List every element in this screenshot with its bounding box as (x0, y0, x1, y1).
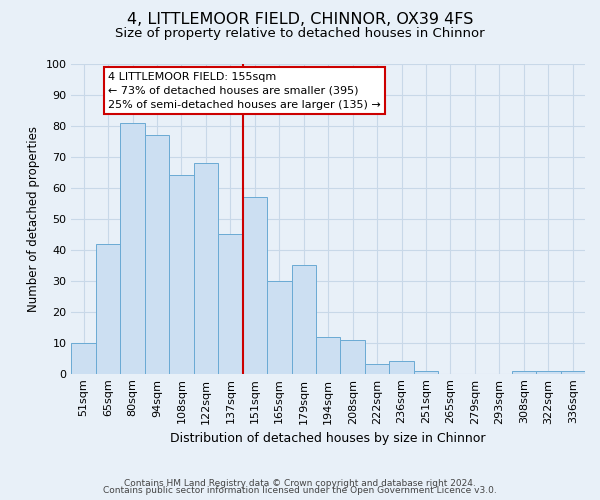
Bar (365, 364, 389, 374)
Bar (96, 244, 121, 374)
Bar (242, 197, 267, 374)
Text: 4 LITTLEMOOR FIELD: 155sqm
← 73% of detached houses are smaller (395)
25% of sem: 4 LITTLEMOOR FIELD: 155sqm ← 73% of deta… (108, 72, 381, 110)
Bar (194, 163, 218, 374)
Bar (560, 370, 585, 374)
Bar (267, 281, 292, 374)
Bar (536, 370, 560, 374)
Bar (512, 370, 536, 374)
Text: 4, LITTLEMOOR FIELD, CHINNOR, OX39 4FS: 4, LITTLEMOOR FIELD, CHINNOR, OX39 4FS (127, 12, 473, 28)
Bar (218, 234, 242, 374)
Text: Size of property relative to detached houses in Chinnor: Size of property relative to detached ho… (115, 28, 485, 40)
Bar (145, 135, 169, 374)
Bar (121, 123, 145, 374)
Bar (169, 176, 194, 374)
Bar (71, 342, 96, 374)
Text: Contains HM Land Registry data © Crown copyright and database right 2024.: Contains HM Land Registry data © Crown c… (124, 478, 476, 488)
Bar (389, 362, 414, 374)
Bar (316, 336, 340, 374)
X-axis label: Distribution of detached houses by size in Chinnor: Distribution of detached houses by size … (170, 432, 486, 445)
Bar (292, 266, 316, 374)
Y-axis label: Number of detached properties: Number of detached properties (27, 126, 40, 312)
Bar (414, 370, 438, 374)
Text: Contains public sector information licensed under the Open Government Licence v3: Contains public sector information licen… (103, 486, 497, 495)
Bar (340, 340, 365, 374)
